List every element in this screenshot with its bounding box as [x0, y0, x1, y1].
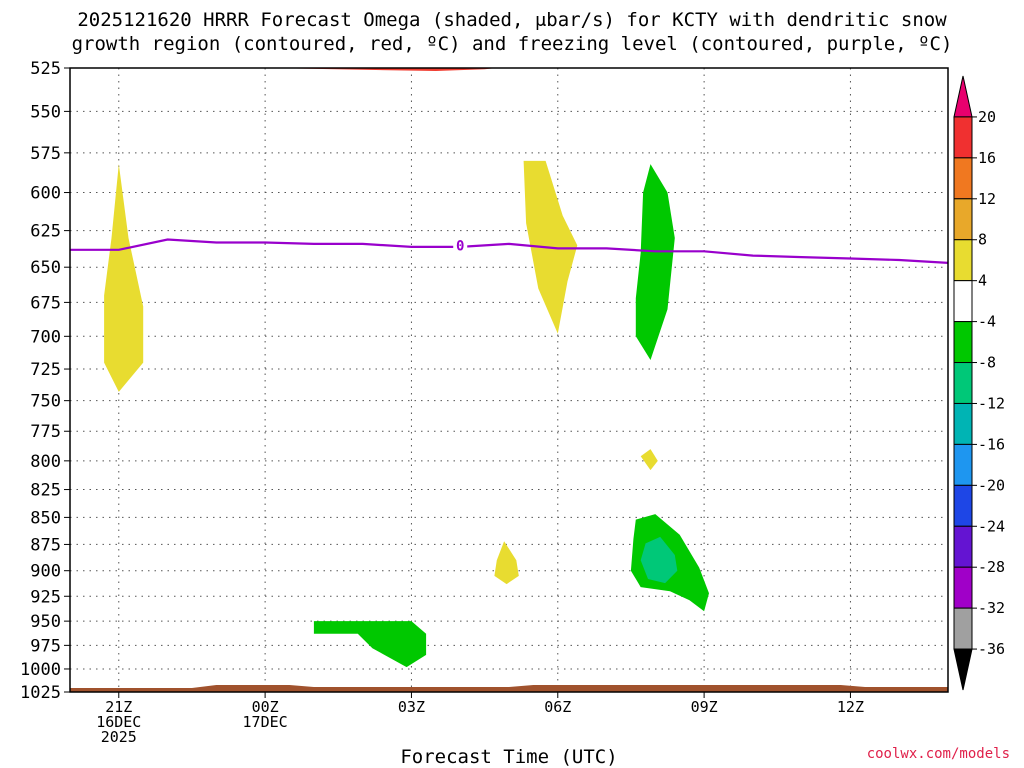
y-tick-label: 825 — [30, 481, 61, 501]
colorbar-label: -28 — [978, 558, 1005, 576]
colorbar-label: -8 — [978, 354, 996, 372]
y-tick-label: 675 — [30, 293, 61, 313]
omega-region — [494, 541, 519, 585]
y-tick-label: 850 — [30, 508, 61, 528]
colorbar-label: 12 — [978, 190, 996, 208]
x-tick-label: 21Z — [105, 698, 132, 716]
y-tick-label: 925 — [30, 587, 61, 607]
y-tick-label: 975 — [30, 636, 61, 656]
dendritic-growth-contour — [281, 68, 497, 72]
colorbar-label: 4 — [978, 272, 987, 290]
colorbar-swatch — [953, 198, 973, 241]
y-tick-label: 575 — [30, 144, 61, 164]
colorbar-swatch — [953, 321, 973, 364]
colorbar-swatch — [953, 362, 973, 404]
omega-region — [640, 449, 658, 471]
y-tick-label: 700 — [30, 327, 61, 347]
omega-region — [313, 621, 427, 668]
colorbar-label: -24 — [978, 517, 1005, 535]
colorbar-swatch — [953, 280, 973, 323]
colorbar: 20 16 12 8 4 -4 -8 -12 -16 -20 -24 -28 -32 -36 — [953, 75, 1005, 691]
omega-region — [640, 536, 678, 584]
x-tick-label: 03Z — [398, 698, 425, 716]
plot-area: 0 — [70, 68, 948, 692]
y-tick-label: 525 — [30, 59, 61, 79]
colorbar-label: 16 — [978, 149, 996, 167]
y-tick-label: 650 — [30, 258, 61, 278]
x-tick-label: 12Z — [837, 698, 864, 716]
colorbar-arrow-bottom — [953, 648, 973, 691]
y-tick-label: 550 — [30, 102, 61, 122]
freezing-level-contour — [70, 238, 948, 264]
chart-title-line-1: 2025121620 HRRR Forecast Omega (shaded, … — [77, 9, 947, 31]
y-tick-label: 875 — [30, 535, 61, 555]
colorbar-label: -12 — [978, 394, 1005, 412]
omega-region — [104, 164, 144, 392]
omega-region — [635, 164, 675, 360]
x-tick-label: 00Z — [252, 698, 279, 716]
colorbar-label: -32 — [978, 599, 1005, 617]
y-tick-label: 775 — [30, 422, 61, 442]
colorbar-label: -16 — [978, 435, 1005, 453]
y-tick-label: 950 — [30, 612, 61, 632]
colorbar-label: 20 — [978, 108, 996, 126]
colorbar-swatch — [953, 607, 973, 650]
colorbar-swatch — [953, 443, 973, 486]
y-tick-label: 600 — [30, 184, 61, 204]
freezing-level-label-bg — [453, 237, 468, 254]
x-axis-label: Forecast Time (UTC) — [400, 746, 617, 768]
y-tick-label: 1000 — [20, 660, 61, 680]
colorbar-swatch — [953, 525, 973, 568]
chart-title-line-2: growth region (contoured, red, ºC) and f… — [71, 33, 953, 55]
colorbar-swatch — [953, 566, 973, 609]
colorbar-label: 8 — [978, 231, 987, 249]
y-tick-label: 1025 — [20, 683, 61, 703]
colorbar-swatch — [953, 116, 973, 159]
colorbar-swatch — [953, 157, 973, 200]
plot-frame — [69, 67, 949, 693]
x-tick-label: 09Z — [691, 698, 718, 716]
y-tick-label: 900 — [30, 562, 61, 582]
colorbar-swatch — [953, 484, 973, 527]
colorbar-label: -4 — [978, 313, 996, 331]
freezing-level-label: 0 — [456, 238, 464, 254]
colorbar-arrow-top — [953, 75, 973, 118]
colorbar-swatch — [953, 402, 973, 445]
y-tick-label: 625 — [30, 222, 61, 242]
colorbar-label: -36 — [978, 640, 1005, 658]
credit-text: coolwx.com/models — [866, 746, 1010, 762]
y-tick-label: 725 — [30, 360, 61, 380]
x-tick-label: 2025 — [101, 728, 137, 746]
colorbar-label: -20 — [978, 476, 1005, 494]
surface-terrain-band — [70, 685, 948, 692]
y-tick-label: 800 — [30, 452, 61, 472]
y-tick-label: 750 — [30, 392, 61, 412]
chart-title: 2025121620 HRRR Forecast Omega (shaded, … — [0, 8, 1024, 56]
colorbar-swatch — [953, 239, 973, 282]
x-tick-label: 16DEC — [96, 713, 141, 731]
x-tick-label: 06Z — [544, 698, 571, 716]
x-tick-label: 17DEC — [243, 713, 288, 731]
